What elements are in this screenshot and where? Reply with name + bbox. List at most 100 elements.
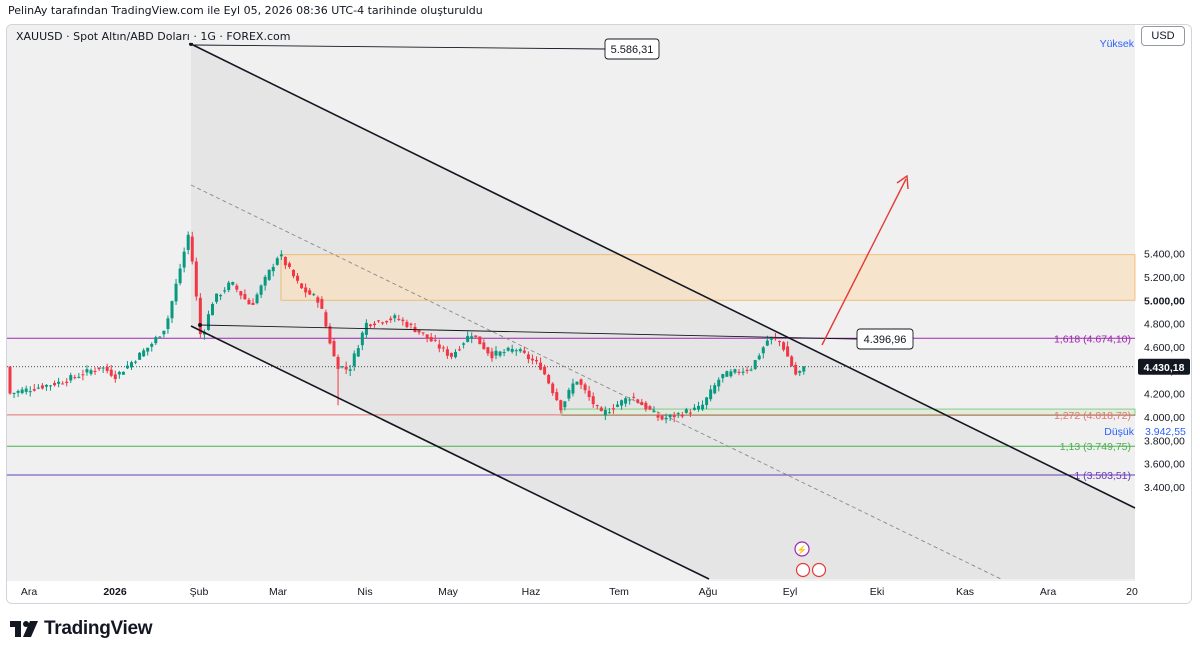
candle-body (182, 251, 186, 268)
candle-body (40, 385, 44, 389)
price-chart[interactable]: 1,618 (4.674,10) 1,272 (4.018,72) 1,13 (3.… (7, 25, 1192, 604)
candle-body (186, 234, 190, 250)
price-tick-label: 3.600,00 (1144, 459, 1185, 471)
candle-body (81, 374, 85, 376)
candle-body (162, 330, 166, 335)
price-tick-label: 5.400,00 (1144, 249, 1185, 261)
candle-body (482, 342, 486, 350)
candles (8, 231, 806, 424)
low-value-label: 3.942,55 (1145, 426, 1186, 438)
candle-body (12, 392, 16, 394)
candle-body (312, 294, 316, 296)
channel-midline (190, 184, 1002, 580)
candle-body (239, 291, 243, 296)
candle-body (587, 390, 591, 397)
candle-body (684, 409, 688, 413)
candle-body (749, 369, 753, 371)
candle-body (215, 293, 219, 302)
candle-body (28, 391, 32, 393)
tradingview-wordmark: TradingView (44, 618, 153, 639)
candle-body (93, 370, 97, 372)
candle-body (701, 404, 705, 410)
candle-body (211, 304, 214, 316)
candle-body (417, 330, 421, 333)
candle-body (535, 359, 538, 362)
candle-body (725, 371, 729, 377)
candle-body (778, 341, 781, 343)
candle-body (676, 413, 680, 415)
candle-body (69, 375, 73, 381)
candle-body (782, 342, 786, 350)
candle-body (368, 324, 372, 327)
candle-body (292, 269, 295, 277)
target-zone (280, 254, 1136, 301)
candle-body (514, 350, 518, 352)
candle-body (134, 361, 138, 363)
candle-body (474, 335, 478, 338)
candle-body (170, 301, 174, 319)
us-flag-icon (795, 562, 811, 578)
time-tick-label: Eki (870, 586, 885, 598)
candle-body (445, 349, 449, 356)
tradingview-logo[interactable]: TradingView (10, 618, 153, 640)
candle-body (101, 367, 105, 369)
candle-body (672, 415, 676, 418)
candle-body (340, 366, 344, 368)
candle-body (328, 326, 332, 344)
channel-anchor-top (189, 42, 193, 46)
candle-body (441, 347, 445, 349)
candle-body (316, 297, 320, 303)
high-callout-leader (193, 44, 606, 50)
time-tick-label: May (438, 586, 459, 598)
candle-body (660, 415, 664, 420)
time-tick-label: Mar (269, 586, 288, 598)
fib-1618-line-label: 1,618 (4.674,10) (1054, 333, 1131, 345)
candle-body (125, 365, 129, 369)
time-tick-label: Şub (190, 586, 209, 598)
channel-fill (191, 44, 1135, 579)
candle-body (154, 337, 158, 344)
price-tick-label: 3.400,00 (1144, 482, 1185, 494)
last-price-badge (1138, 358, 1190, 375)
candle-body (632, 396, 636, 398)
candle-body (603, 409, 607, 416)
candle-body (551, 383, 555, 394)
candle-body (628, 399, 632, 401)
candle-body (178, 268, 182, 284)
candle-body (425, 334, 429, 339)
candle-body (8, 366, 12, 394)
candle-body (713, 385, 717, 394)
candle-body (526, 354, 530, 360)
candle-body (279, 254, 283, 257)
candle-body (324, 312, 328, 327)
time-tick-label: Kas (956, 586, 974, 598)
candle-body (275, 258, 279, 265)
candle-body (219, 295, 223, 297)
candle-body (356, 348, 360, 357)
candle-body (773, 337, 777, 339)
currency-button[interactable]: USD (1141, 26, 1185, 46)
candle-body (539, 362, 543, 370)
symbol-title[interactable]: XAUUSD · Spot Altın/ABD Doları · 1G · FO… (14, 30, 293, 43)
candle-body (381, 322, 385, 324)
candle-body (296, 275, 300, 281)
candle-body (243, 294, 247, 300)
channel-upper-line (190, 43, 1136, 509)
candle-body (320, 299, 324, 309)
candle-body (583, 384, 587, 391)
candle-body (765, 340, 769, 346)
candle-body (547, 375, 551, 384)
high-callout-box (604, 38, 660, 60)
fib-113-line-label: 1,13 (3.749,75) (1060, 441, 1131, 453)
candle-body (36, 387, 40, 389)
candle-body (729, 371, 733, 377)
candle-body (449, 353, 453, 357)
candle-body (753, 360, 757, 369)
chart-panel[interactable]: 1,618 (4.674,10) 1,272 (4.018,72) 1,13 (3.… (6, 24, 1192, 604)
candle-body (150, 344, 154, 347)
time-tick-label: Tem (609, 586, 629, 598)
candle-body (745, 369, 749, 371)
candle-body (543, 366, 547, 375)
high-word-label: Yüksek (1100, 38, 1135, 50)
time-tick-label: 20 (1126, 586, 1138, 598)
